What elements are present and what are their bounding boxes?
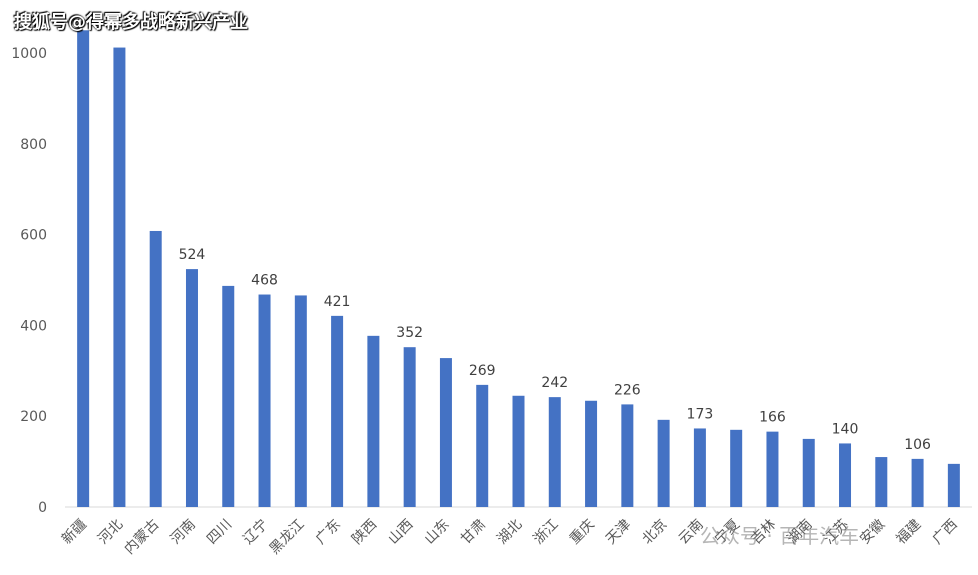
category-label: 黑龙江 xyxy=(267,517,308,558)
watermark-top: 搜狐号@得幂多战略新兴产业 xyxy=(14,12,248,33)
bar xyxy=(621,404,634,507)
data-label: 269 xyxy=(469,363,496,379)
category-label: 河北 xyxy=(95,517,126,548)
category-label: 新疆 xyxy=(59,517,90,548)
data-label: 352 xyxy=(396,325,423,341)
bar xyxy=(294,295,307,507)
data-label: 226 xyxy=(614,382,641,398)
bar xyxy=(875,457,888,507)
category-label: 河南 xyxy=(168,517,199,548)
category-label: 四川 xyxy=(204,517,235,548)
category-label: 重庆 xyxy=(567,517,598,548)
bar xyxy=(802,438,815,507)
bar xyxy=(185,269,198,507)
bar xyxy=(258,294,271,507)
category-label: 广西 xyxy=(930,517,961,548)
bar xyxy=(585,400,598,507)
data-label: 242 xyxy=(541,375,568,391)
watermark-bottom: 公众号 · 百年汽车 xyxy=(700,524,860,548)
category-label: 甘肃 xyxy=(458,517,489,548)
category-label: 北京 xyxy=(639,517,670,548)
data-label: 140 xyxy=(832,421,859,437)
category-label: 广东 xyxy=(313,517,344,548)
category-label: 湖北 xyxy=(494,517,525,548)
bar xyxy=(839,443,852,507)
bar xyxy=(403,347,416,507)
bar xyxy=(149,230,162,507)
data-label: 166 xyxy=(759,410,786,426)
y-tick-label: 200 xyxy=(20,409,47,425)
y-tick-label: 400 xyxy=(20,318,47,334)
bar xyxy=(476,384,489,507)
category-label: 浙江 xyxy=(530,517,561,548)
bar xyxy=(331,315,344,507)
data-label: 106 xyxy=(904,437,931,453)
y-tick-label: 1000 xyxy=(11,46,47,62)
bar xyxy=(766,431,779,507)
bar xyxy=(113,47,126,507)
y-tick-label: 0 xyxy=(38,500,47,516)
category-label: 福建 xyxy=(893,517,924,548)
bar xyxy=(947,463,960,507)
data-label: 173 xyxy=(687,406,714,422)
bar xyxy=(911,458,924,507)
category-label: 山东 xyxy=(422,517,453,548)
bar xyxy=(693,428,706,507)
category-label: 辽宁 xyxy=(240,516,272,548)
bar xyxy=(730,429,743,507)
y-tick-label: 600 xyxy=(20,228,47,244)
bar xyxy=(367,335,380,507)
bar xyxy=(439,358,452,507)
category-label: 山西 xyxy=(385,517,416,548)
category-label: 陕西 xyxy=(349,517,380,548)
bar xyxy=(222,285,235,507)
data-label: 468 xyxy=(251,273,278,289)
bar xyxy=(657,419,670,507)
category-label: 天津 xyxy=(603,517,634,548)
category-label: 内蒙古 xyxy=(122,517,163,558)
data-label: 421 xyxy=(324,294,351,310)
data-label: 524 xyxy=(179,247,206,263)
bar xyxy=(77,30,90,508)
y-tick-label: 800 xyxy=(20,137,47,153)
bar xyxy=(548,397,561,507)
category-label: 安徽 xyxy=(857,517,888,548)
bar xyxy=(512,395,525,507)
